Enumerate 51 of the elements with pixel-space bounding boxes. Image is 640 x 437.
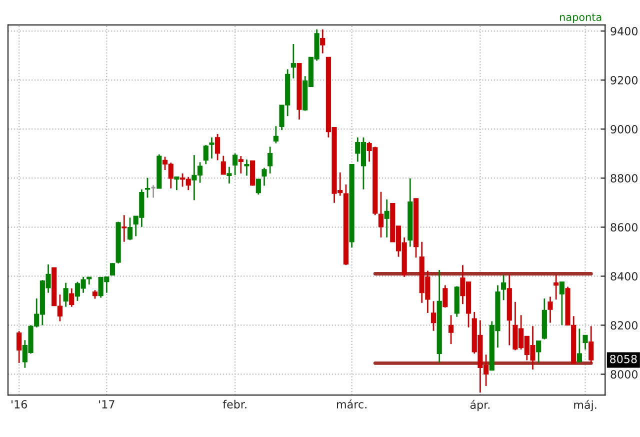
y-tick-label: 8800 bbox=[610, 174, 638, 182]
candlestick bbox=[548, 296, 553, 324]
candlestick bbox=[582, 334, 588, 350]
x-tick-label: márc. bbox=[337, 399, 366, 409]
candlestick bbox=[110, 262, 116, 276]
x-tick-label: ápr. bbox=[470, 400, 490, 412]
candlestick bbox=[122, 214, 127, 243]
candlestick bbox=[588, 325, 594, 364]
candlestick bbox=[16, 330, 22, 364]
y-tick-label: 8400 bbox=[610, 272, 638, 281]
candlestick bbox=[226, 166, 232, 184]
x-tick-label: febr. bbox=[222, 400, 246, 409]
text: naponta bbox=[560, 14, 602, 24]
candlestick bbox=[238, 155, 244, 174]
candlestick bbox=[209, 136, 214, 160]
candlestick bbox=[442, 284, 448, 308]
candlestick bbox=[244, 158, 250, 176]
y-tick-label: 8000 bbox=[610, 370, 638, 379]
candlestick bbox=[501, 274, 506, 301]
x-tick-label: '17 bbox=[99, 400, 114, 408]
candlestick bbox=[63, 282, 68, 308]
x-tick-label: '16 bbox=[12, 400, 27, 409]
candlestick bbox=[576, 328, 582, 363]
y-tick-label: 9400 bbox=[610, 27, 638, 36]
candlestick bbox=[559, 281, 564, 326]
candlestick bbox=[430, 300, 436, 332]
annotation: 8058 bbox=[610, 354, 637, 364]
candlestick bbox=[174, 176, 180, 191]
candlestick bbox=[290, 43, 296, 80]
candlestick bbox=[256, 178, 261, 196]
y-tick-label: 8200 bbox=[610, 321, 638, 330]
candlestick bbox=[127, 216, 133, 241]
candlestick bbox=[378, 191, 384, 238]
candlestick bbox=[384, 198, 390, 238]
candlestick bbox=[203, 144, 208, 165]
candlestick bbox=[220, 155, 226, 176]
candlestick bbox=[320, 28, 326, 54]
y-tick-label: 9000 bbox=[610, 125, 638, 134]
candlestick bbox=[232, 152, 238, 176]
candlestick bbox=[215, 133, 220, 161]
y-tick-label: 8600 bbox=[610, 223, 638, 232]
candlestick bbox=[69, 288, 74, 308]
y-tick-label: 9200 bbox=[610, 76, 638, 84]
candlestick bbox=[268, 146, 273, 174]
candlestick bbox=[273, 125, 278, 144]
candlestick bbox=[554, 274, 559, 300]
candlestick bbox=[144, 177, 150, 198]
candlestick bbox=[262, 167, 267, 186]
candlestick bbox=[448, 314, 454, 345]
x-tick-label: máj. bbox=[574, 400, 596, 412]
candlestick bbox=[536, 340, 542, 364]
